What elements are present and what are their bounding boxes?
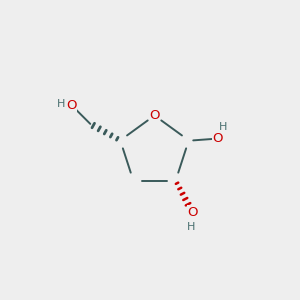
- Text: H: H: [219, 122, 227, 133]
- Text: O: O: [212, 132, 223, 146]
- Text: O: O: [66, 99, 77, 112]
- Text: O: O: [149, 109, 160, 122]
- Text: H: H: [187, 221, 195, 232]
- Text: H: H: [57, 99, 65, 109]
- Text: O: O: [187, 206, 197, 219]
